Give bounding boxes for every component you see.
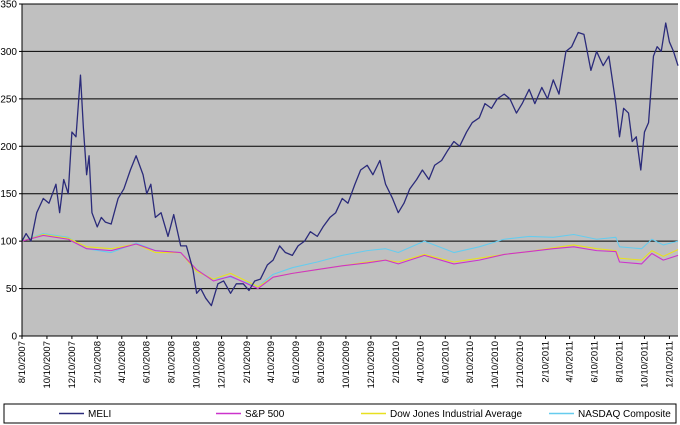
x-axis-ticks: 8/10/2007 10/10/2007 12/10/2007 2/10/2008 4/… (17, 336, 675, 389)
y-tick-label: 150 (0, 189, 17, 200)
x-tick-label: 2/10/2009 (242, 341, 253, 383)
legend-label-nasdaq-composite: NASDAQ Composite (578, 409, 671, 420)
x-tick-label: 4/10/2008 (117, 341, 128, 383)
x-tick-label: 10/10/2009 (341, 341, 352, 389)
x-tick-label: 4/10/2009 (266, 341, 277, 383)
y-axis-ticks: 0 50 100 150 200 250 300 350 (0, 0, 22, 343)
y-tick-label: 350 (0, 0, 17, 11)
gridlines (22, 3, 678, 290)
y-tick-label: 0 (11, 332, 17, 343)
x-tick-label: 10/10/2008 (192, 341, 203, 389)
x-tick-label: 12/10/2009 (366, 341, 377, 389)
x-tick-label: 12/10/2010 (515, 341, 526, 389)
x-tick-label: 10/10/2007 (42, 341, 53, 389)
legend: MELI S&P 500 Dow Jones Industrial Average N… (59, 409, 671, 420)
x-tick-label: 8/10/2011 (615, 341, 626, 383)
x-tick-label: 12/10/2011 (664, 341, 675, 388)
plot-area (22, 4, 678, 336)
series-layer (21, 22, 679, 307)
x-tick-label: 6/10/2010 (440, 341, 451, 383)
x-tick-label: 8/10/2010 (465, 341, 476, 383)
x-tick-label: 8/10/2007 (17, 341, 28, 383)
series-line-s-p-500 (21, 234, 679, 290)
x-tick-label: 4/10/2011 (565, 341, 576, 383)
x-tick-label: 4/10/2010 (415, 341, 426, 383)
x-tick-label: 6/10/2011 (590, 341, 601, 383)
legend-label-meli: MELI (88, 409, 111, 420)
x-tick-label: 6/10/2008 (142, 341, 153, 383)
x-tick-label: 10/10/2010 (490, 341, 501, 389)
x-tick-label: 2/10/2008 (92, 341, 103, 383)
legend-label-dow-jones-industrial-average: Dow Jones Industrial Average (390, 409, 523, 420)
y-tick-label: 100 (0, 237, 17, 248)
legend-box (3, 403, 677, 424)
x-tick-label: 6/10/2009 (291, 341, 302, 383)
x-tick-label: 10/10/2011 (639, 341, 650, 388)
series-line-dow-jones-industrial-average (21, 233, 679, 288)
x-tick-label: 2/10/2010 (391, 341, 402, 383)
x-tick-label: 12/10/2007 (67, 341, 78, 389)
y-tick-label: 250 (0, 94, 17, 105)
y-tick-label: 50 (6, 284, 18, 295)
x-tick-label: 8/10/2008 (167, 341, 178, 383)
series-line-nasdaq-composite (21, 233, 679, 288)
x-tick-label: 12/10/2008 (217, 341, 228, 389)
x-tick-label: 2/10/2011 (540, 341, 551, 383)
x-tick-label: 8/10/2009 (316, 341, 327, 383)
legend-label-s-p-500: S&P 500 (245, 409, 285, 420)
series-line-meli (21, 22, 679, 307)
y-tick-label: 300 (0, 47, 17, 58)
y-tick-label: 200 (0, 142, 17, 153)
